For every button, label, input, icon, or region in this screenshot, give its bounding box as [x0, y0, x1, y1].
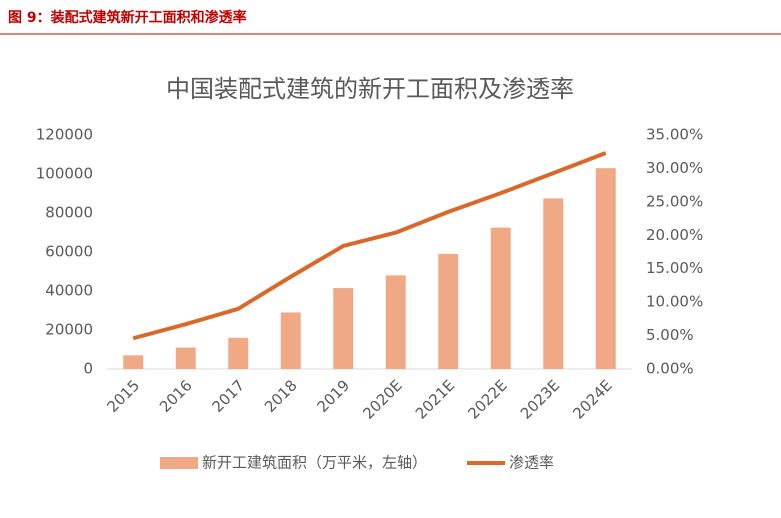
bar: [595, 168, 616, 369]
bar: [543, 198, 564, 369]
bar: [175, 347, 196, 369]
y-tick-label: 0: [83, 360, 93, 378]
x-tick-label: 2019: [314, 376, 354, 416]
chart-title: 中国装配式建筑的新开工面积及渗透率: [166, 75, 574, 103]
y-tick-label: 20000: [45, 321, 93, 339]
y2-tick-label: 5.00%: [646, 326, 694, 344]
bar: [385, 275, 406, 369]
y-tick-label: 80000: [45, 204, 93, 222]
y2-tick-label: 10.00%: [646, 293, 703, 311]
x-tick-label: 2023E: [517, 376, 563, 422]
x-tick-label: 2017: [209, 376, 249, 416]
x-tick-label: 2015: [104, 376, 144, 416]
x-tick-label: 2020E: [359, 376, 405, 422]
y2-tick-label: 0.00%: [646, 360, 694, 378]
legend-swatch: [160, 457, 198, 469]
bar: [490, 227, 511, 369]
y-tick-label: 120000: [36, 126, 93, 144]
y-tick-label: 40000: [45, 282, 93, 300]
x-tick-label: 2016: [156, 376, 196, 416]
bar: [438, 253, 459, 369]
figure-caption: 图 9：装配式建筑新开工面积和渗透率: [8, 9, 247, 26]
y2-tick-label: 30.00%: [646, 159, 703, 177]
bar: [280, 312, 301, 369]
y-tick-label: 60000: [45, 243, 93, 261]
line: [132, 151, 607, 341]
bar: [228, 337, 249, 369]
y2-tick-label: 35.00%: [646, 126, 703, 144]
legend-label: 渗透率: [509, 454, 554, 472]
x-tick-label: 2018: [261, 376, 301, 416]
y2-tick-label: 15.00%: [646, 259, 703, 277]
bar: [333, 288, 354, 369]
y-tick-label: 100000: [36, 165, 93, 183]
x-tick-label: 2022E: [464, 376, 510, 422]
y2-tick-label: 25.00%: [646, 192, 703, 210]
x-tick-label: 2024E: [569, 376, 615, 422]
bar: [123, 355, 144, 369]
x-tick-label: 2021E: [412, 376, 458, 422]
y2-tick-label: 20.00%: [646, 226, 703, 244]
legend-label: 新开工建筑面积（万平米，左轴）: [202, 454, 427, 472]
